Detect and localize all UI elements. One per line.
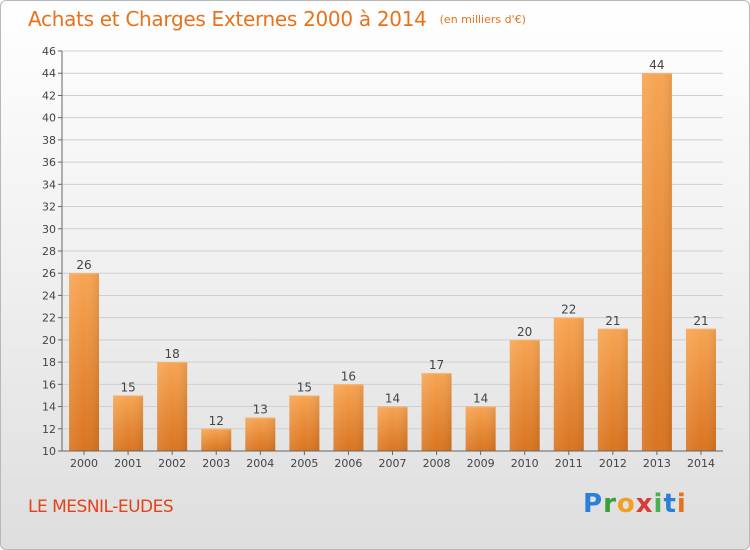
x-tick-label: 2011 — [555, 457, 583, 470]
y-tick-label: 20 — [42, 334, 56, 347]
bar-shine — [641, 73, 672, 451]
logo-letter: x — [635, 489, 654, 519]
data-label: 13 — [253, 403, 268, 417]
bar-shine — [245, 417, 276, 451]
logo-letter: P — [583, 489, 604, 519]
data-label: 17 — [429, 358, 444, 372]
data-label: 22 — [561, 303, 576, 317]
y-tick-label: 14 — [42, 401, 56, 414]
y-tick-label: 42 — [42, 89, 56, 102]
x-tick-label: 2003 — [202, 457, 230, 470]
y-tick-label: 24 — [42, 289, 56, 302]
x-tick-label: 2014 — [687, 457, 715, 470]
bar-shine — [465, 406, 496, 451]
bar-shine — [113, 395, 144, 451]
y-tick-label: 28 — [42, 245, 56, 258]
logo-letter: i — [653, 489, 664, 519]
y-tick-label: 22 — [42, 312, 56, 325]
data-label: 44 — [649, 58, 664, 72]
data-label: 15 — [120, 380, 135, 394]
bar-shine — [685, 328, 716, 451]
chart-title: Achats et Charges Externes 2000 à 2014 (… — [28, 7, 526, 31]
y-tick-label: 12 — [42, 423, 56, 436]
x-tick-label: 2013 — [643, 457, 671, 470]
x-tick-label: 2006 — [334, 457, 362, 470]
data-label: 21 — [693, 314, 708, 328]
y-tick-label: 26 — [42, 267, 56, 280]
location-name: LE MESNIL-EUDES — [28, 497, 174, 517]
bar-shine — [509, 339, 540, 451]
bar-shine — [157, 362, 188, 451]
logo-letter: o — [616, 489, 636, 519]
y-tick-label: 18 — [42, 356, 56, 369]
y-tick-label: 10 — [42, 445, 56, 458]
y-tick-label: 36 — [42, 156, 56, 169]
x-tick-label: 2004 — [246, 457, 274, 470]
x-tick-label: 2010 — [511, 457, 539, 470]
data-label: 21 — [605, 314, 620, 328]
bar-shine — [597, 328, 628, 451]
bar-shine — [333, 384, 364, 451]
logo-letter: i — [676, 489, 687, 519]
x-tick-label: 2002 — [158, 457, 186, 470]
x-tick-label: 2001 — [114, 457, 142, 470]
bar-shine — [421, 373, 452, 451]
bar-shine — [69, 273, 100, 451]
y-tick-label: 32 — [42, 201, 56, 214]
logo-letter: t — [663, 489, 677, 519]
x-tick-label: 2009 — [467, 457, 495, 470]
x-tick-label: 2008 — [423, 457, 451, 470]
x-tick-label: 2012 — [599, 457, 627, 470]
data-label: 18 — [165, 347, 180, 361]
data-label: 14 — [385, 392, 400, 406]
x-tick-label: 2000 — [70, 457, 98, 470]
data-label: 14 — [473, 392, 488, 406]
data-label: 20 — [517, 325, 532, 339]
y-tick-label: 38 — [42, 134, 56, 147]
logo-letter: r — [603, 489, 617, 519]
y-tick-label: 46 — [42, 45, 56, 58]
x-tick-label: 2007 — [379, 457, 407, 470]
bar-shine — [553, 317, 584, 451]
data-label: 12 — [209, 414, 224, 428]
data-label: 15 — [297, 380, 312, 394]
proxiti-logo: Proxiti — [583, 489, 687, 519]
unit-text: (en milliers d'€) — [439, 13, 526, 26]
y-tick-label: 40 — [42, 112, 56, 125]
y-tick-label: 30 — [42, 223, 56, 236]
bar-shine — [289, 395, 320, 451]
data-label: 16 — [341, 369, 356, 383]
bar-shine — [201, 428, 232, 451]
data-label: 26 — [76, 258, 91, 272]
title-text: Achats et Charges Externes 2000 à 2014 — [28, 7, 427, 31]
y-tick-label: 16 — [42, 378, 56, 391]
bar-shine — [377, 406, 408, 451]
y-tick-label: 34 — [42, 178, 56, 191]
y-tick-label: 44 — [42, 67, 56, 80]
x-tick-label: 2005 — [290, 457, 318, 470]
